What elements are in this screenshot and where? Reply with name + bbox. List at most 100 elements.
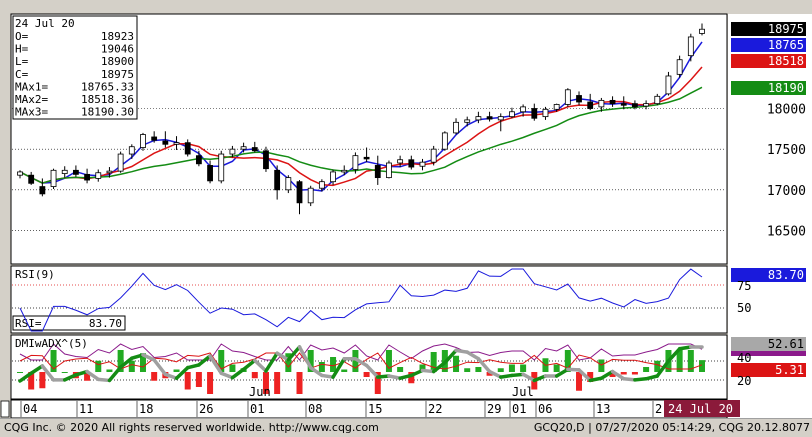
current-date-bg	[664, 400, 740, 417]
rsi-content: RSI(9) RSI= 83.70 83.70 75 50	[12, 268, 806, 332]
candle	[207, 160, 213, 184]
price-tag: 18765	[768, 38, 804, 52]
month-label: Jul	[512, 385, 534, 399]
dmi-histogram-bar	[307, 350, 314, 372]
candle	[162, 131, 169, 148]
dmi-histogram-bar	[363, 372, 370, 377]
dmi-histogram-bar	[620, 372, 627, 375]
dmi-histogram-bar	[419, 364, 426, 372]
ohlc-row-label: MAx2=	[15, 93, 48, 106]
ohlc-row-value: 18923	[101, 30, 134, 43]
dmi-histogram-bar	[598, 359, 605, 372]
candle	[341, 165, 348, 176]
dmi-tag-3-bg	[731, 363, 806, 377]
dmi-histogram-bar	[676, 350, 683, 372]
candle	[632, 100, 638, 110]
current-date-label: 24 Jul 20	[668, 402, 733, 416]
candle	[263, 146, 269, 172]
candle	[184, 139, 191, 157]
candle	[654, 93, 661, 106]
ohlc-date: 24 Jul 20	[15, 17, 75, 30]
price-tag: 18190	[768, 81, 804, 95]
candle	[531, 103, 538, 121]
candle	[542, 106, 549, 120]
dmi-histogram-bar	[687, 350, 694, 372]
date-label: 26	[199, 402, 213, 416]
ohlc-row-label: MAx3=	[15, 106, 48, 119]
rsi-title: RSI(9)	[15, 268, 55, 281]
price-tags: 18975 18765 18518 18190	[731, 22, 806, 95]
candle	[296, 180, 303, 215]
dmi-histogram-bar	[553, 364, 560, 372]
candle	[665, 71, 672, 96]
ohlc-row-label: O=	[15, 30, 29, 43]
dmi-content: DMIwADX^(5) 52.61 40 5.31 20	[12, 337, 806, 394]
rsi-readout-value: 83.70	[89, 317, 122, 330]
dmi-histogram-bar	[84, 372, 91, 381]
dmi-histogram-bar	[296, 372, 303, 394]
dmi-histogram-bar	[352, 350, 359, 372]
dmi-histogram-bar	[274, 372, 281, 394]
candle	[486, 111, 493, 122]
ohlc-row-label: MAx1=	[15, 80, 48, 93]
candle	[251, 141, 258, 153]
symbol-status-text: GCQ20,D | 07/27/2020 05:14:29, CQG 20.12…	[533, 421, 810, 434]
candle	[464, 116, 471, 127]
dmi-histogram-bar	[699, 360, 705, 372]
candle	[453, 118, 459, 135]
candle	[50, 168, 57, 190]
scrollbar-track[interactable]	[0, 14, 10, 418]
ma3-line	[19, 86, 703, 184]
dmi-histogram-bar	[385, 350, 392, 372]
candle	[676, 55, 683, 78]
candle	[386, 160, 392, 179]
dmi-histogram-bar	[397, 367, 404, 372]
price-tag-bg	[731, 54, 806, 68]
dmi-histogram-bar	[564, 350, 571, 372]
dmi-title: DMIwADX^(5)	[15, 337, 88, 350]
candle	[61, 166, 68, 178]
candle	[620, 96, 627, 110]
dmi-histogram-bar	[508, 364, 515, 372]
candle	[598, 97, 605, 112]
month-label: Jun	[249, 385, 271, 399]
date-label: 08	[308, 402, 322, 416]
date-label: 06	[538, 402, 552, 416]
rsi-tick-50: 50	[737, 301, 751, 315]
date-label: 15	[368, 402, 382, 416]
dmi-histogram-bar	[475, 367, 482, 372]
candle	[497, 113, 504, 132]
dmi-histogram-bar	[95, 360, 102, 372]
price-gridlines	[12, 108, 726, 231]
dmi-histogram-bar	[251, 372, 258, 379]
price-tag-bg	[731, 22, 806, 36]
rsi-tag: 83.70	[768, 268, 804, 282]
dmi-tick-20: 20	[737, 374, 751, 388]
ohlc-row-value: 18518.36	[81, 93, 134, 106]
dmi-histogram-bar	[587, 372, 594, 382]
candle	[274, 165, 281, 200]
ohlc-row-value: 18900	[101, 55, 134, 68]
ma1-line	[19, 41, 703, 192]
price-tag: 18975	[768, 22, 804, 36]
candlesticks	[17, 23, 705, 215]
dmi-histogram-bar	[262, 372, 269, 394]
dmi-tag-1-bg	[731, 337, 806, 351]
candle	[520, 104, 527, 117]
candle	[195, 150, 202, 167]
candle	[330, 169, 336, 185]
candle	[240, 142, 247, 153]
date-label: 13	[596, 402, 610, 416]
candle	[140, 132, 146, 151]
ohlc-row-label: C=	[15, 68, 29, 81]
date-label: 18	[139, 402, 153, 416]
candle	[374, 155, 381, 185]
candle	[229, 145, 236, 158]
dmi-histogram-bar	[61, 372, 68, 373]
dmi-histogram-bar	[341, 369, 348, 372]
date-axis: 04 11 18 26 01 08 15 22 29 01 06 13 2 Jun Jul	[20, 385, 662, 417]
ohlc-row-value: 19046	[101, 43, 134, 56]
scrollbar-thumb[interactable]	[0, 400, 10, 418]
dmi-histogram-bar	[430, 352, 437, 372]
dmi-histogram-bar	[229, 364, 236, 372]
